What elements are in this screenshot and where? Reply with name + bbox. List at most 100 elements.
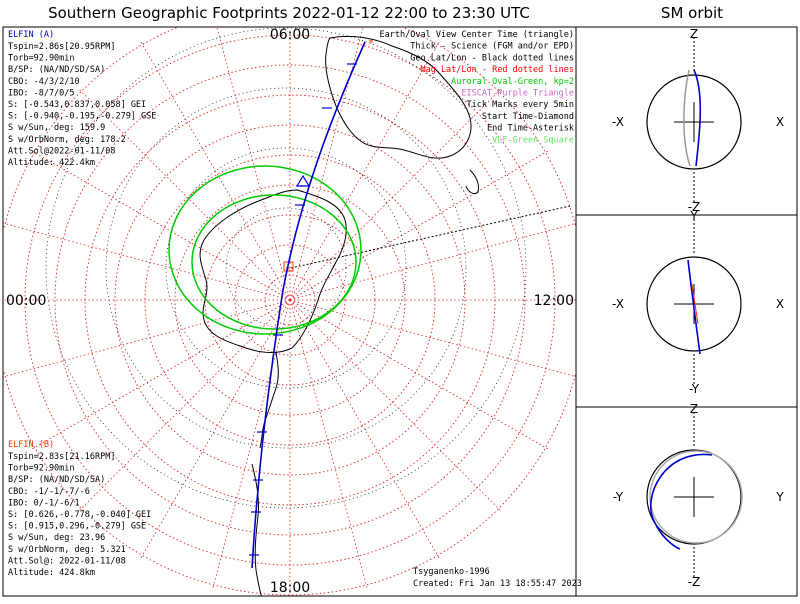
sm-axis-label-bottom: -Y <box>689 382 700 396</box>
legend-item: VLF-Green Square <box>492 135 574 145</box>
legend: Earth/Oval View Center Time (triangle) Th… <box>380 30 574 145</box>
geo-lon-line <box>29 299 291 451</box>
sm-axis-label-left: -X <box>612 115 624 129</box>
info-line: Torb=92.90min <box>8 464 75 474</box>
info-line: CBO: -4/3/2/10 <box>8 77 80 87</box>
polar-map: * * <box>3 27 576 596</box>
geo-lon-line <box>289 222 576 301</box>
geo-lon-line <box>289 39 441 301</box>
legend-item: End Time-Asterisk <box>487 124 574 134</box>
orbit-trace-gray <box>683 69 691 167</box>
geo-black-circle <box>165 147 407 389</box>
geo-lon-line <box>289 299 576 378</box>
elfin-a-header: ELFIN (A) <box>8 30 54 40</box>
geo-lat-circle <box>234 244 346 356</box>
orbit-trace-a <box>687 259 701 355</box>
info-line: Tspin=2.86s[20.95RPM] <box>8 42 115 52</box>
info-line: B/SP: (NA/ND/SD/SA) <box>8 475 105 485</box>
sm-axis-label-right: X <box>776 297 784 311</box>
geo-lon-line <box>3 299 291 378</box>
legend-item: Geo Lat/Lon - Black dotted lines <box>410 53 574 63</box>
geo-black-circle <box>225 207 347 329</box>
info-line: Torb=92.90min <box>8 54 75 64</box>
auroral-oval <box>168 165 362 335</box>
geo-lat-circle <box>54 64 526 536</box>
elfin-b-info: ELFIN (B) Tspin=2.83s[21.16RPM] Torb=92.9… <box>8 440 151 578</box>
footer-model: Tsyganenko-1996 <box>413 567 490 577</box>
figure-title: Southern Geographic Footprints 2022-01-1… <box>48 4 530 22</box>
mlt-label-top: 06:00 <box>270 27 310 43</box>
legend-item: Mag Lat/Lon - Red dotted lines <box>420 65 574 75</box>
sm-panel-2: Y -Y -X X <box>612 209 784 396</box>
orbit-trace-a <box>649 453 713 550</box>
info-line: S w/OrbNorm, deg: 5.321 <box>8 545 126 555</box>
info-line: CBO: -1/-1/-7/-6 <box>8 487 90 497</box>
geo-lon-line <box>139 39 291 301</box>
sm-orbit-title: SM orbit <box>661 4 723 22</box>
geo-lon-line <box>139 299 291 561</box>
auroral-oval-inner <box>191 194 357 330</box>
info-line: S w/Sun, deg: 159.9 <box>8 123 105 133</box>
geo-lon-line <box>289 299 551 451</box>
coastlines <box>199 35 479 596</box>
legend-item: Thick - Science (FGM and/or EPD) <box>410 42 574 52</box>
earth-circle <box>646 256 742 352</box>
geo-black-circle <box>105 87 467 449</box>
sm-frame <box>575 26 798 597</box>
legend-item: Earth/Oval View Center Time (triangle) <box>380 30 574 40</box>
elfin-a-path <box>251 41 366 569</box>
info-line: S: [0.626,-0.778,-0.040] GEI <box>8 510 151 520</box>
mag-pole-star: * <box>285 265 291 276</box>
geo-lon-line <box>29 149 291 301</box>
geo-lon-line <box>216 27 291 301</box>
legend-item: Start Time-Diamond <box>482 112 574 122</box>
sm-axis-label-top: Z <box>690 27 698 41</box>
coastline-peninsula <box>259 351 279 449</box>
info-line: Att.Sol@: 2022-01-11/08 <box>8 556 126 566</box>
sm-axis-label-right: Y <box>775 490 784 504</box>
sm-axis-label-bottom: -Z <box>688 200 701 214</box>
elfin-b-lines: Tspin=2.83s[21.16RPM] Torb=92.90minB/SP: … <box>8 452 151 578</box>
coastline-south-america <box>251 463 262 596</box>
elfin-a-info: ELFIN (A) Tspin=2.86s[20.95RPM] Torb=92.9… <box>8 30 156 168</box>
info-line: S w/Sun, deg: 23.96 <box>8 533 105 543</box>
earth-circle <box>646 74 742 170</box>
sm-axis-label-left: -Y <box>613 490 624 504</box>
info-line: Altitude: 424.8km <box>8 568 95 578</box>
earth-circle <box>646 449 742 545</box>
mlt-label-bottom: 18:00 <box>270 580 310 596</box>
info-line: IBO: -8/7/0/5 <box>8 88 75 98</box>
orbit-trace-gray <box>649 450 743 544</box>
legend-item: EISCAT-Purple Triangle <box>461 89 574 99</box>
geo-lat-circle <box>174 184 406 416</box>
info-line: B/SP: (NA/ND/SD/SA) <box>8 65 105 75</box>
geo-lon-line <box>211 299 291 590</box>
elfin-a-center-triangle <box>295 174 311 187</box>
sm-axis-label-left: -X <box>612 297 624 311</box>
info-line: S: [0.915,0.296,-0.279] GSE <box>8 522 146 532</box>
info-line: Altitude: 422.4km <box>8 158 95 168</box>
elfin-a-track: * <box>249 38 374 569</box>
geo-grid <box>3 27 576 596</box>
auroral-oval-outer <box>168 165 362 335</box>
sm-panel-1: Z -Z -X X <box>612 27 784 214</box>
sm-axis-label-right: X <box>776 115 784 129</box>
orbit-trace-a <box>693 69 702 167</box>
elfin-a-lines: Tspin=2.86s[20.95RPM] Torb=92.90minB/SP: … <box>8 42 156 168</box>
legend-item: Tick Marks every 5min <box>467 100 574 110</box>
info-line: S w/OrbNorm, deg: 178.2 <box>8 135 126 145</box>
footer-created: Created: Fri Jan 13 18:55:47 2023 <box>413 579 582 589</box>
coastline-new-zealand <box>465 169 479 195</box>
info-line: S: [-0.543,0.837,0.058] GEI <box>8 100 146 110</box>
coastline-antarctica <box>199 189 347 353</box>
sm-panel-3: Z -Z -Y Y <box>613 402 784 589</box>
geo-lon-line <box>289 299 503 513</box>
info-line: Att.Sol@2022-01-11/08 <box>8 146 115 156</box>
sm-axis-label-top: Y <box>689 209 698 223</box>
geo-black-circle <box>45 27 527 509</box>
sm-orbit-panels: Z -Z -X X Y -Y -X X Z -Z -Y Y <box>612 27 784 589</box>
sm-axis-label-bottom: -Z <box>688 575 701 589</box>
info-line: Tspin=2.83s[21.16RPM] <box>8 452 115 462</box>
geo-lon-line <box>3 222 291 301</box>
